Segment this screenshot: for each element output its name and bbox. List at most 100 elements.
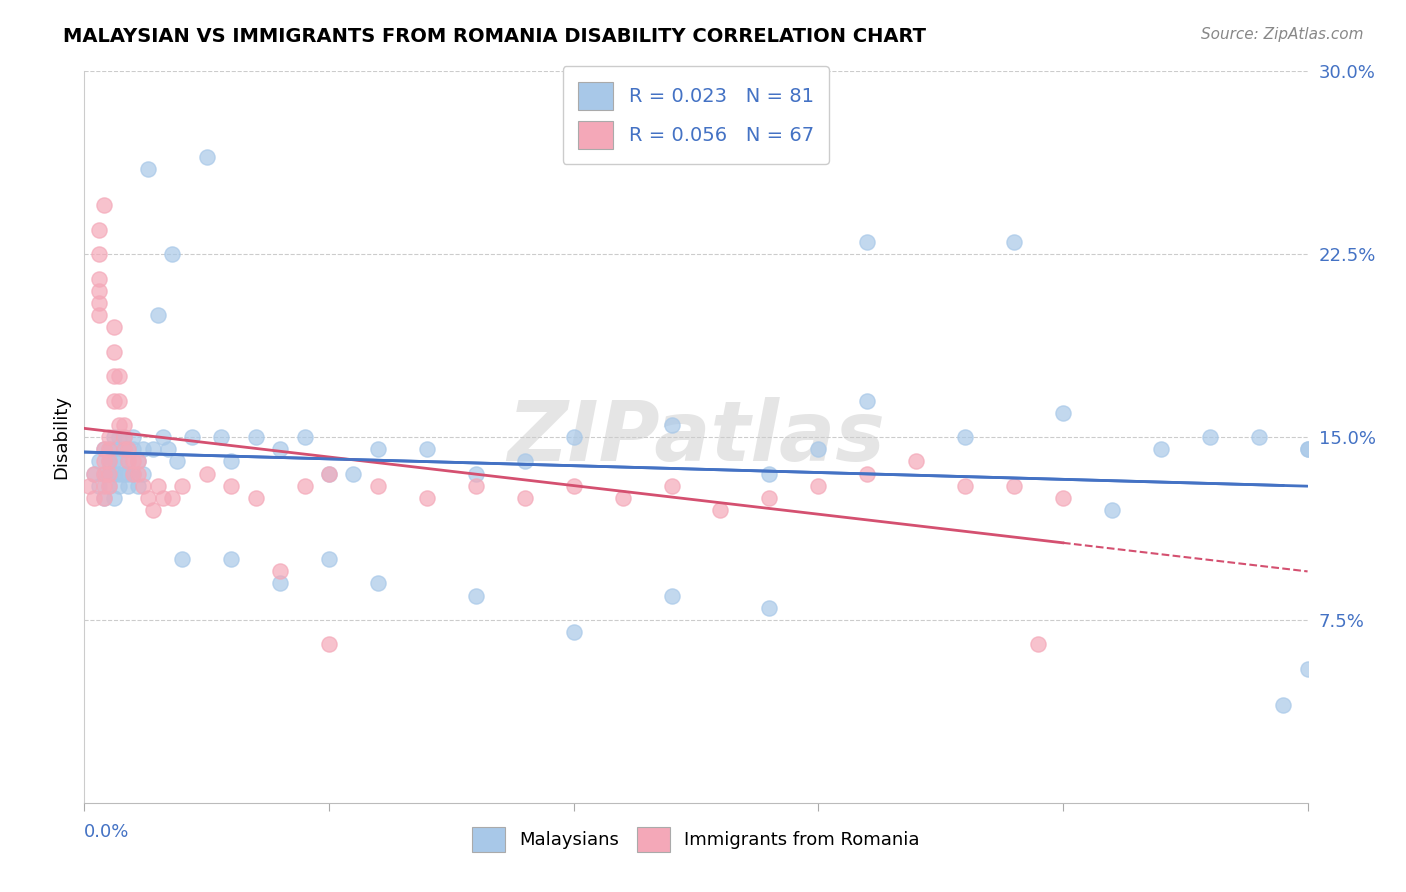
Point bbox=[103, 454, 125, 468]
Point bbox=[103, 442, 125, 457]
Point bbox=[103, 393, 125, 408]
Point bbox=[122, 442, 145, 457]
Point bbox=[146, 479, 169, 493]
Point bbox=[93, 467, 115, 481]
Point bbox=[83, 491, 105, 505]
Point bbox=[132, 442, 155, 457]
Point bbox=[1101, 503, 1123, 517]
Point bbox=[152, 430, 174, 444]
Point bbox=[219, 552, 242, 566]
Point bbox=[87, 296, 110, 310]
Point bbox=[122, 430, 145, 444]
Point bbox=[181, 430, 204, 444]
Point bbox=[83, 467, 105, 481]
Point bbox=[122, 467, 145, 481]
Point bbox=[1028, 637, 1050, 651]
Point bbox=[758, 491, 780, 505]
Point bbox=[93, 442, 115, 457]
Point bbox=[612, 491, 634, 505]
Point bbox=[1296, 662, 1319, 676]
Point bbox=[1247, 430, 1270, 444]
Point bbox=[107, 393, 129, 408]
Point bbox=[367, 479, 389, 493]
Point bbox=[93, 467, 115, 481]
Point bbox=[245, 491, 267, 505]
Text: MALAYSIAN VS IMMIGRANTS FROM ROMANIA DISABILITY CORRELATION CHART: MALAYSIAN VS IMMIGRANTS FROM ROMANIA DIS… bbox=[63, 27, 927, 45]
Point bbox=[103, 491, 125, 505]
Point bbox=[953, 479, 976, 493]
Point bbox=[142, 503, 165, 517]
Point bbox=[127, 454, 149, 468]
Point bbox=[195, 150, 218, 164]
Point bbox=[513, 454, 536, 468]
Point bbox=[219, 479, 242, 493]
Point bbox=[107, 479, 129, 493]
Point bbox=[464, 467, 486, 481]
Point bbox=[1002, 235, 1025, 249]
Point bbox=[562, 479, 585, 493]
Point bbox=[318, 467, 340, 481]
Point bbox=[107, 417, 129, 432]
Point bbox=[219, 454, 242, 468]
Point bbox=[117, 454, 139, 468]
Point bbox=[103, 430, 125, 444]
Point bbox=[107, 430, 129, 444]
Point bbox=[122, 467, 145, 481]
Point bbox=[245, 430, 267, 444]
Point bbox=[127, 454, 149, 468]
Point bbox=[367, 576, 389, 591]
Point bbox=[162, 247, 184, 261]
Point bbox=[464, 589, 486, 603]
Point bbox=[562, 625, 585, 640]
Point bbox=[661, 479, 683, 493]
Point bbox=[166, 454, 188, 468]
Point bbox=[1198, 430, 1220, 444]
Point bbox=[1052, 491, 1074, 505]
Point bbox=[97, 479, 120, 493]
Point bbox=[112, 430, 135, 444]
Point bbox=[93, 491, 115, 505]
Point bbox=[136, 491, 159, 505]
Point bbox=[416, 442, 439, 457]
Point bbox=[464, 479, 486, 493]
Y-axis label: Disability: Disability bbox=[52, 395, 70, 479]
Point bbox=[856, 467, 879, 481]
Point bbox=[93, 198, 115, 212]
Text: Source: ZipAtlas.com: Source: ZipAtlas.com bbox=[1201, 27, 1364, 42]
Point bbox=[513, 491, 536, 505]
Point bbox=[953, 430, 976, 444]
Point bbox=[97, 430, 120, 444]
Point bbox=[172, 552, 194, 566]
Point bbox=[416, 491, 439, 505]
Point bbox=[117, 442, 139, 457]
Point bbox=[709, 503, 731, 517]
Point bbox=[87, 223, 110, 237]
Point bbox=[77, 479, 100, 493]
Point bbox=[269, 442, 291, 457]
Point bbox=[87, 454, 110, 468]
Point bbox=[318, 552, 340, 566]
Point bbox=[156, 442, 179, 457]
Point bbox=[103, 369, 125, 384]
Point bbox=[142, 442, 165, 457]
Point bbox=[209, 430, 232, 444]
Point bbox=[1296, 442, 1319, 457]
Point bbox=[107, 369, 129, 384]
Point bbox=[93, 479, 115, 493]
Point bbox=[112, 467, 135, 481]
Point bbox=[87, 271, 110, 285]
Point bbox=[103, 320, 125, 334]
Point bbox=[127, 479, 149, 493]
Point bbox=[87, 247, 110, 261]
Point bbox=[87, 479, 110, 493]
Point bbox=[83, 467, 105, 481]
Point bbox=[117, 454, 139, 468]
Point bbox=[162, 491, 184, 505]
Point bbox=[97, 467, 120, 481]
Point bbox=[103, 467, 125, 481]
Point bbox=[107, 467, 129, 481]
Point bbox=[294, 430, 316, 444]
Point bbox=[112, 430, 135, 444]
Point bbox=[661, 417, 683, 432]
Point bbox=[97, 454, 120, 468]
